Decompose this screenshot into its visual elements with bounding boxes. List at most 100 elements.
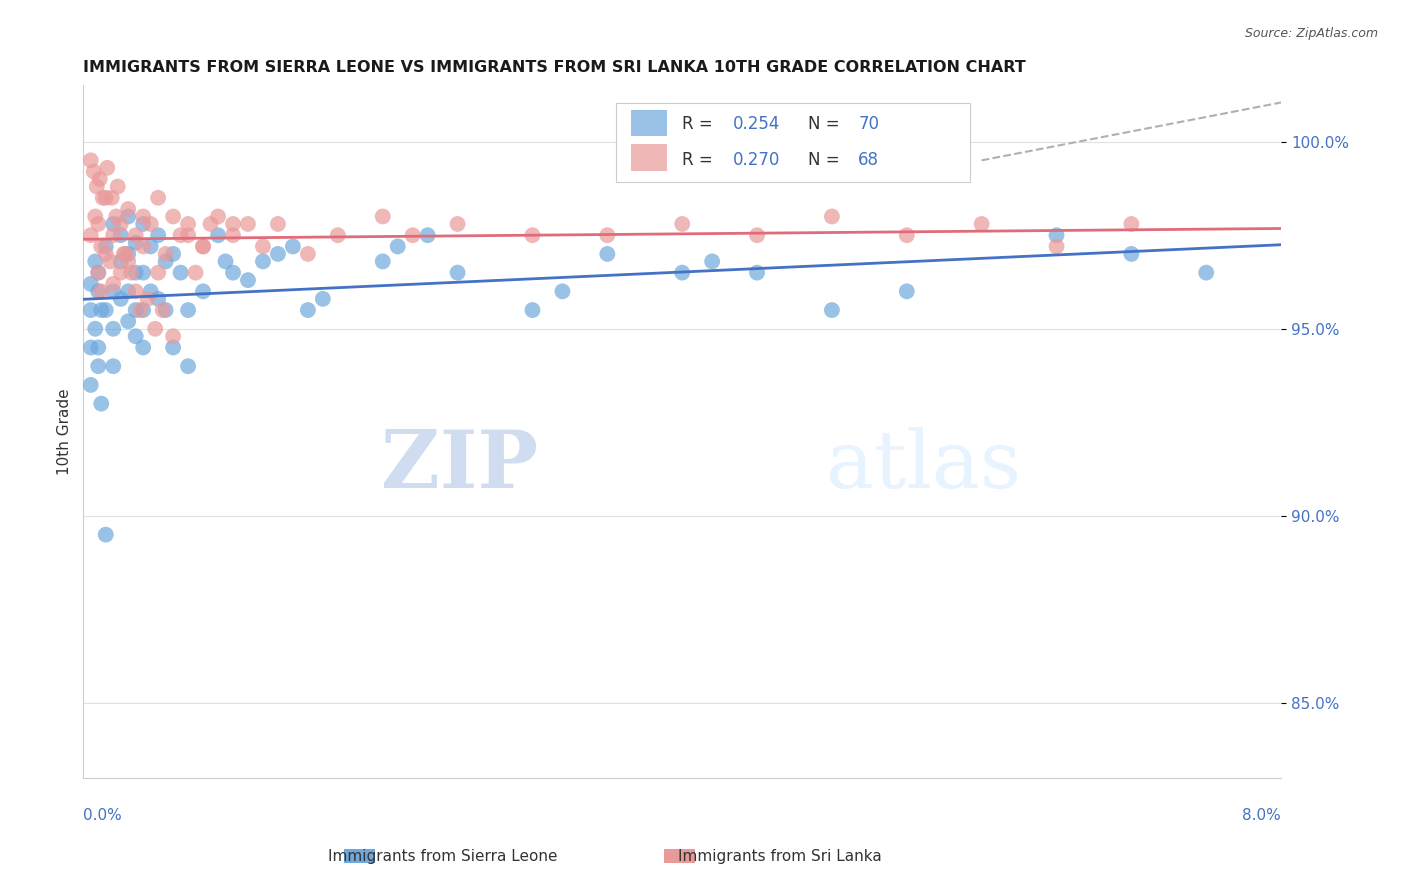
Point	[671, 217, 693, 231]
Text: ZIP: ZIP	[381, 427, 538, 506]
Point	[90, 303, 112, 318]
Point	[169, 266, 191, 280]
Point	[117, 314, 139, 328]
Point	[155, 247, 177, 261]
Point	[200, 217, 222, 231]
Text: Source: ZipAtlas.com: Source: ZipAtlas.com	[1244, 27, 1378, 40]
Point	[1045, 228, 1067, 243]
Point	[177, 217, 200, 231]
Text: atlas: atlas	[825, 427, 1021, 506]
Point	[103, 217, 125, 231]
Point	[155, 303, 177, 318]
Point	[152, 303, 174, 318]
Text: R =: R =	[682, 152, 718, 169]
Point	[87, 266, 110, 280]
Point	[80, 277, 103, 291]
Point	[90, 285, 112, 299]
Point	[446, 266, 468, 280]
Point	[114, 247, 136, 261]
Point	[87, 266, 110, 280]
Point	[94, 303, 117, 318]
Text: N =: N =	[808, 152, 845, 169]
Point	[94, 527, 117, 541]
Point	[94, 239, 117, 253]
Point	[132, 217, 155, 231]
Point	[80, 228, 103, 243]
Point	[80, 303, 103, 318]
Point	[387, 239, 409, 253]
Point	[596, 247, 619, 261]
Point	[1121, 217, 1143, 231]
Point	[446, 217, 468, 231]
Point	[297, 247, 319, 261]
Point	[214, 254, 236, 268]
Point	[125, 329, 148, 343]
Point	[177, 303, 200, 318]
Point	[132, 303, 155, 318]
Point	[132, 266, 155, 280]
Point	[326, 228, 349, 243]
Point	[80, 378, 103, 392]
Point	[191, 285, 214, 299]
Point	[236, 273, 259, 287]
Point	[103, 322, 125, 336]
Point	[162, 329, 184, 343]
Point	[143, 322, 166, 336]
Point	[139, 217, 162, 231]
Text: N =: N =	[808, 115, 845, 133]
Point	[371, 210, 394, 224]
Point	[207, 210, 229, 224]
Point	[671, 266, 693, 280]
Point	[96, 161, 118, 175]
Point	[522, 228, 544, 243]
Point	[1045, 239, 1067, 253]
Point	[110, 292, 132, 306]
Point	[146, 191, 169, 205]
Point	[84, 254, 107, 268]
Point	[100, 191, 122, 205]
Text: 8.0%: 8.0%	[1243, 808, 1281, 823]
Text: 0.0%: 0.0%	[83, 808, 122, 823]
Point	[117, 254, 139, 268]
Point	[87, 341, 110, 355]
Text: 68: 68	[858, 152, 879, 169]
Text: Immigrants from Sri Lanka: Immigrants from Sri Lanka	[679, 849, 882, 863]
Point	[177, 228, 200, 243]
Point	[80, 153, 103, 168]
Point	[551, 285, 574, 299]
Point	[162, 341, 184, 355]
Point	[117, 210, 139, 224]
Point	[107, 179, 129, 194]
Point	[297, 303, 319, 318]
Point	[184, 266, 207, 280]
Point	[89, 172, 111, 186]
Point	[155, 254, 177, 268]
Point	[132, 210, 155, 224]
Point	[281, 239, 304, 253]
Point	[970, 217, 993, 231]
Point	[110, 266, 132, 280]
Point	[125, 235, 148, 250]
Point	[125, 266, 148, 280]
Point	[896, 228, 918, 243]
Text: 0.270: 0.270	[733, 152, 780, 169]
Point	[162, 247, 184, 261]
Point	[120, 266, 142, 280]
Point	[90, 239, 112, 253]
Point	[896, 285, 918, 299]
Point	[87, 285, 110, 299]
Point	[86, 179, 108, 194]
Point	[1195, 266, 1218, 280]
Point	[103, 277, 125, 291]
Point	[207, 228, 229, 243]
Point	[596, 228, 619, 243]
Point	[136, 292, 159, 306]
Point	[105, 210, 128, 224]
Point	[87, 217, 110, 231]
Text: R =: R =	[682, 115, 718, 133]
FancyBboxPatch shape	[616, 103, 970, 183]
Point	[110, 217, 132, 231]
Point	[222, 228, 245, 243]
Point	[416, 228, 439, 243]
Point	[312, 292, 335, 306]
